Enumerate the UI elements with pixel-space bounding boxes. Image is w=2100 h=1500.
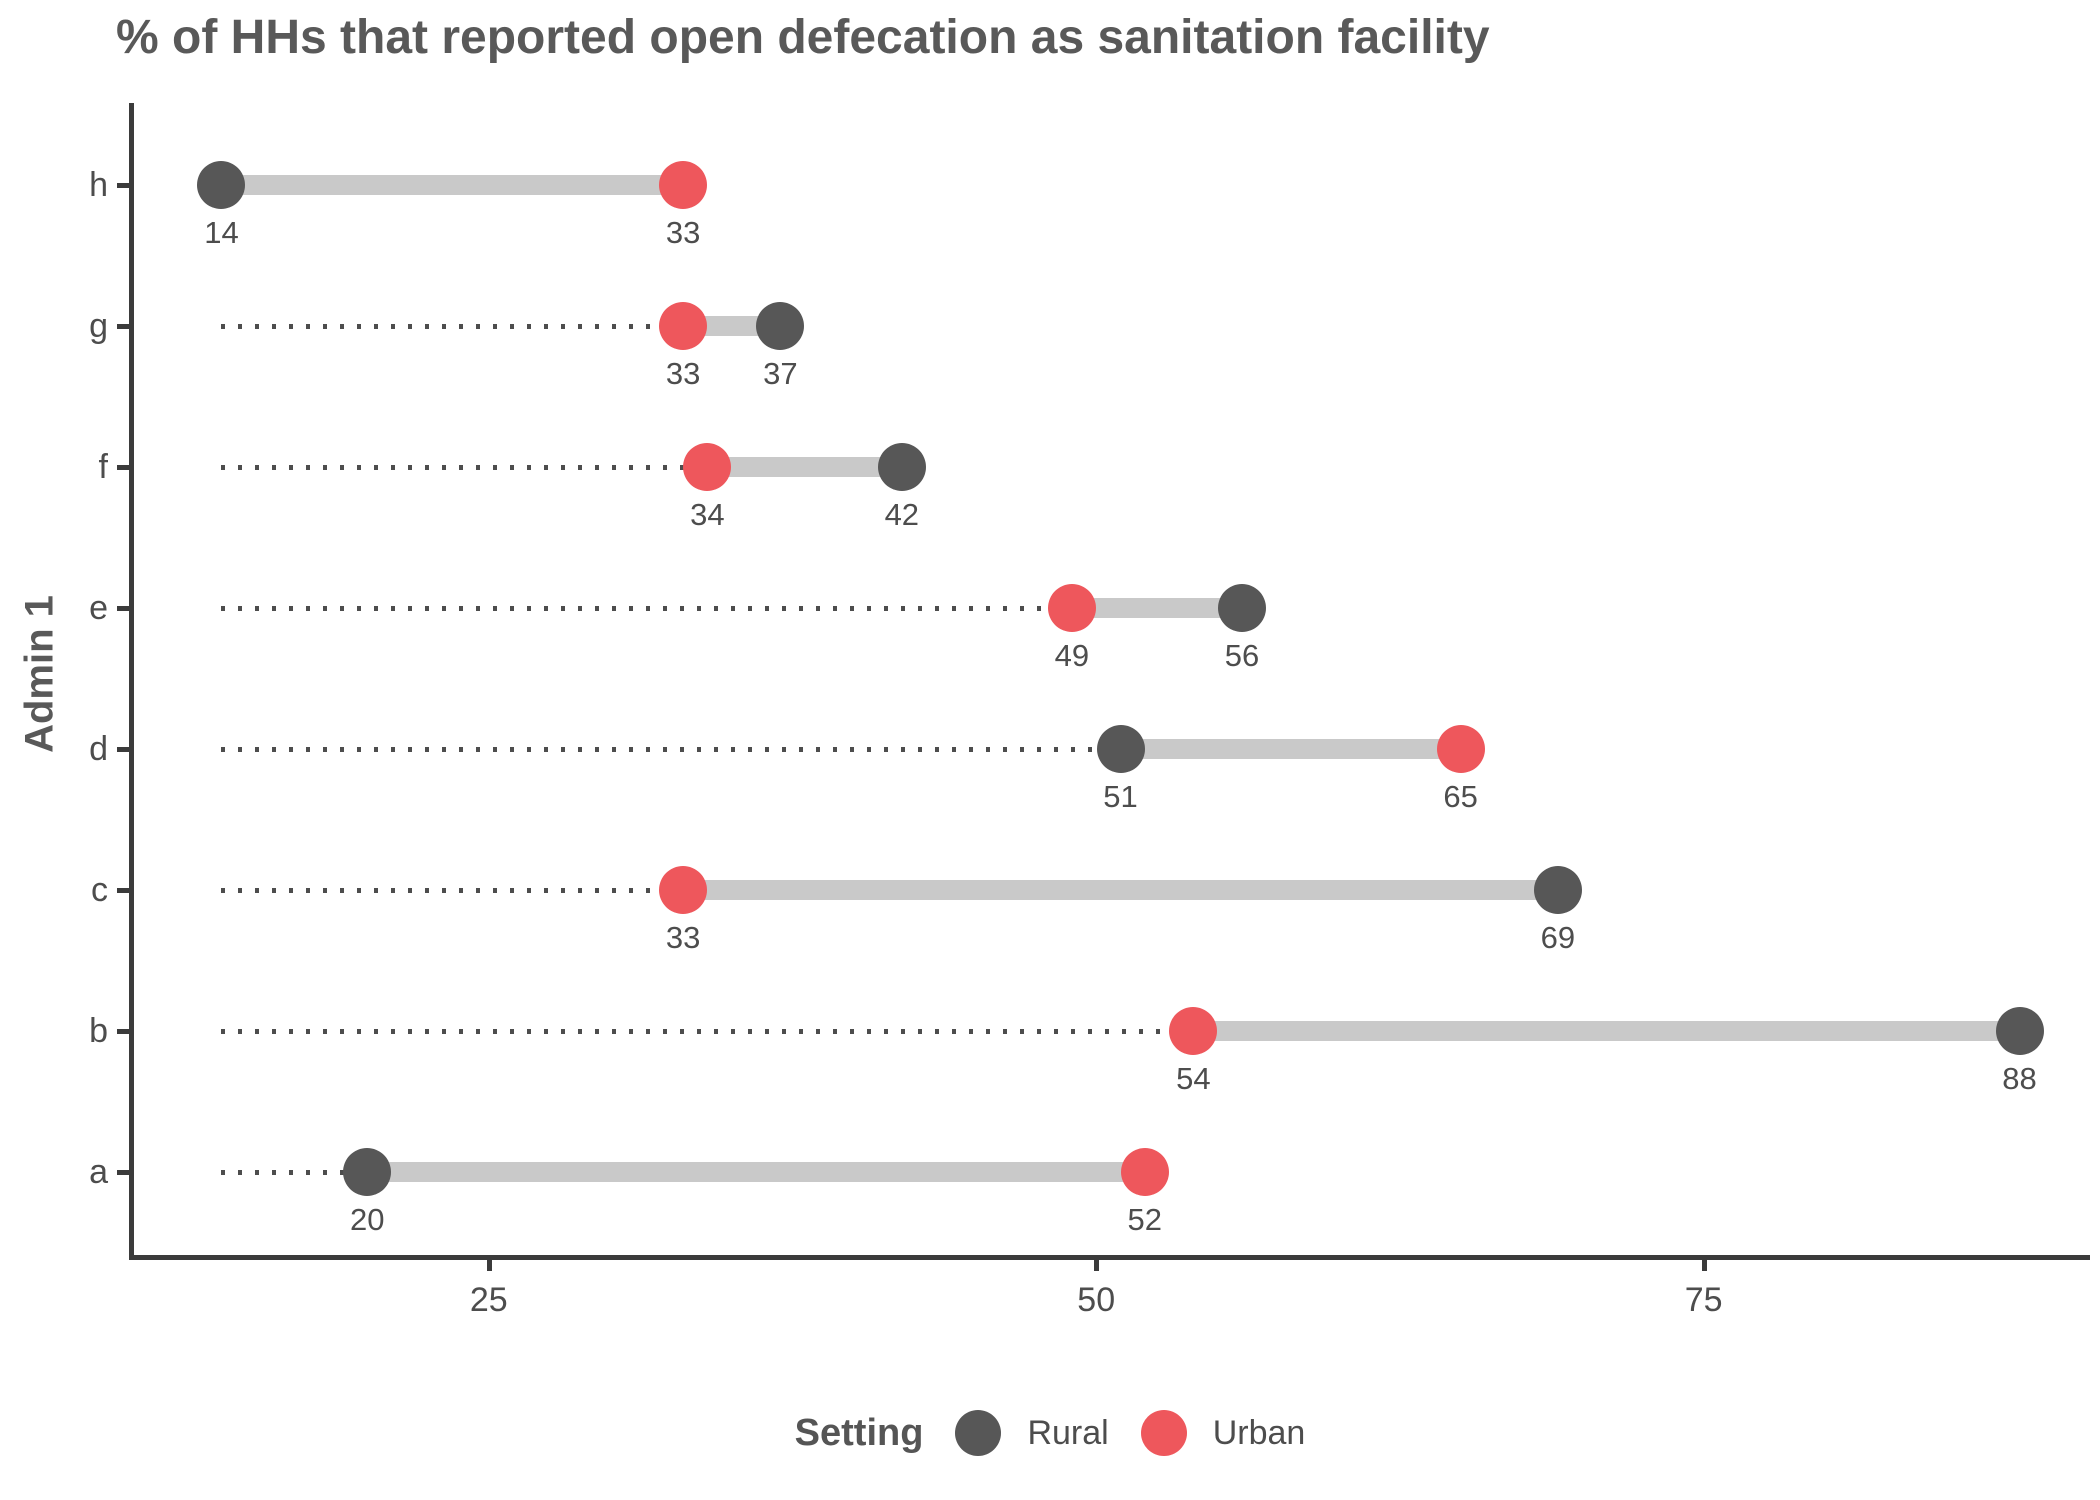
leader-line: [221, 888, 684, 893]
value-label: 33: [665, 356, 701, 391]
y-axis-tick: [117, 465, 134, 470]
leader-line: [221, 606, 1072, 611]
category-label: d: [89, 730, 108, 768]
dot-rural: [1995, 1007, 2044, 1055]
category-label: b: [89, 1012, 108, 1050]
urban-swatch-icon: [1140, 1410, 1187, 1456]
value-label: 34: [690, 497, 725, 532]
category-label: h: [89, 166, 108, 204]
value-label: 20: [350, 1202, 385, 1237]
chart-title: % of HHs that reported open defecation a…: [116, 11, 1490, 64]
dot-urban: [659, 302, 708, 350]
leader-line: [221, 324, 684, 329]
leader-line: [221, 1029, 1194, 1034]
value-label: 54: [1176, 1061, 1211, 1096]
dot-rural: [1096, 725, 1145, 773]
legend: Setting Rural Urban: [0, 1398, 2100, 1468]
value-label: 52: [1127, 1202, 1163, 1237]
plot-area: h 14 33 g 37 33 f 42 34 e 56 49 d 51 65 c 69 33 b 88 54 a 20 52…: [89, 103, 2090, 1319]
category-label: g: [89, 307, 108, 345]
leader-line: [221, 747, 1121, 752]
x-tick-label: 75: [1684, 1281, 1723, 1319]
x-axis-tick: [1701, 1255, 1707, 1271]
y-axis-label: Admin 1: [17, 595, 62, 753]
dot-rural: [756, 302, 805, 350]
value-label: 49: [1054, 638, 1090, 673]
dot-urban: [683, 443, 732, 491]
connector-band: [707, 457, 902, 477]
connector-band: [1071, 598, 1242, 618]
y-axis-tick: [117, 1170, 134, 1175]
dot-rural: [197, 161, 246, 209]
leader-line: [221, 465, 708, 470]
dot-rural: [1217, 584, 1266, 632]
dot-urban: [1169, 1007, 1218, 1055]
x-tick-label: 50: [1077, 1281, 1116, 1319]
value-label: 65: [1443, 779, 1478, 814]
legend-label-urban: Urban: [1212, 1413, 1306, 1452]
category-label: e: [89, 589, 108, 627]
value-label: 37: [763, 356, 798, 391]
value-label: 14: [204, 215, 239, 250]
y-axis-tick: [117, 747, 134, 752]
legend-label-rural: Rural: [1027, 1413, 1109, 1452]
legend-item-rural: Rural: [955, 1410, 1109, 1456]
dot-rural: [343, 1148, 392, 1196]
x-axis-tick: [486, 1255, 492, 1271]
x-axis-tick: [1094, 1255, 1100, 1271]
category-label: f: [98, 448, 108, 486]
legend-item-urban: Urban: [1140, 1410, 1306, 1456]
category-label: a: [89, 1153, 108, 1191]
dot-urban: [659, 866, 708, 914]
dot-urban: [659, 161, 708, 209]
value-label: 33: [665, 215, 701, 250]
value-label: 42: [884, 497, 920, 532]
category-label: c: [91, 871, 108, 909]
value-label: 69: [1540, 920, 1576, 955]
dot-rural: [877, 443, 926, 491]
y-axis-tick: [117, 1029, 134, 1034]
connector-band: [683, 880, 1558, 900]
rural-swatch-icon: [955, 1410, 1002, 1456]
dot-urban: [1436, 725, 1485, 773]
y-axis-tick: [117, 888, 134, 893]
y-axis-tick: [117, 324, 134, 329]
dot-rural: [1533, 866, 1582, 914]
leader-line: [221, 1170, 368, 1175]
connector-band: [367, 1162, 1145, 1182]
connector-band: [683, 316, 781, 336]
value-label: 33: [665, 920, 701, 955]
x-tick-label: 25: [469, 1281, 508, 1319]
value-label: 56: [1224, 638, 1260, 673]
y-axis-tick: [117, 183, 134, 188]
dot-urban: [1047, 584, 1096, 632]
dot-urban: [1120, 1148, 1169, 1196]
legend-title: Setting: [794, 1411, 924, 1454]
value-label: 51: [1103, 779, 1138, 814]
y-axis-tick: [117, 606, 134, 611]
value-label: 88: [2002, 1061, 2037, 1096]
connector-band: [1120, 739, 1461, 759]
connector-band: [1193, 1021, 2020, 1041]
connector-band: [221, 175, 684, 195]
